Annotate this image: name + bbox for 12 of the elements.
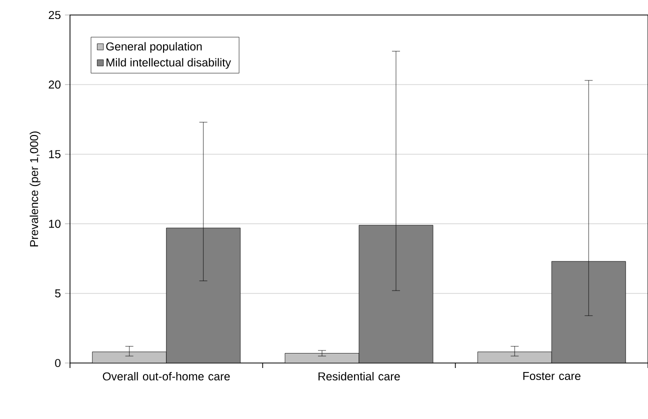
x-tick-label: Residential care [318,372,400,380]
y-tick-label: 15 [49,150,60,158]
y-tick-label: 20 [48,80,61,89]
y-tick-label: 25 [48,10,60,20]
y-tick-label: 5 [55,289,60,298]
y-tick-label: 0 [55,358,61,368]
x-tick-label: Foster care [523,372,580,380]
legend-label: General population [106,42,202,53]
y-tick-label: 10 [49,220,61,228]
legend-label: Mild intellectual disability [106,58,232,69]
y-axis-title: Prevalence (per 1,000) [30,131,40,246]
x-tick-label: Overall out-of-home care [102,372,230,380]
